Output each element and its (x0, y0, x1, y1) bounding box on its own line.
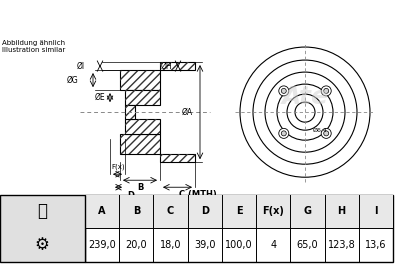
Text: D: D (128, 191, 134, 200)
Circle shape (279, 86, 289, 96)
Text: 239,0: 239,0 (88, 240, 116, 250)
Circle shape (324, 131, 329, 136)
Text: I: I (374, 206, 378, 217)
Circle shape (287, 94, 323, 130)
Circle shape (240, 47, 370, 177)
Bar (85, 195, 393, 262)
Bar (85, 195, 393, 228)
Circle shape (277, 84, 333, 140)
Text: 100,0: 100,0 (225, 240, 253, 250)
Text: 🔩: 🔩 (37, 202, 47, 221)
Text: C: C (167, 206, 174, 217)
Text: D: D (201, 206, 209, 217)
Text: ØE: ØE (94, 93, 105, 102)
Bar (125, 105, 135, 119)
Bar (125, 90, 160, 105)
Circle shape (281, 131, 286, 136)
Bar (160, 154, 195, 162)
Text: Ate: Ate (282, 85, 328, 109)
Bar (125, 105, 135, 119)
Text: 65,0: 65,0 (297, 240, 318, 250)
Circle shape (265, 72, 345, 152)
Bar (120, 70, 160, 90)
Bar (125, 119, 160, 134)
Bar (0, 195, 85, 262)
Text: ØI: ØI (77, 62, 85, 70)
Text: ØG: ØG (66, 76, 78, 85)
Text: F(x): F(x) (262, 206, 284, 217)
Circle shape (321, 86, 331, 96)
Text: Ø6,4: Ø6,4 (313, 128, 328, 133)
Circle shape (324, 88, 329, 93)
Text: 4: 4 (270, 240, 276, 250)
Bar (120, 134, 160, 154)
Text: ØH: ØH (160, 62, 172, 70)
Text: 24.0320-0123.1: 24.0320-0123.1 (89, 8, 247, 26)
Circle shape (281, 88, 286, 93)
Text: 18,0: 18,0 (160, 240, 181, 250)
Text: Abbildung ähnlich: Abbildung ähnlich (2, 40, 65, 46)
Text: B: B (137, 183, 143, 192)
Text: 13,6: 13,6 (365, 240, 387, 250)
Bar (120, 134, 160, 154)
Circle shape (279, 128, 289, 138)
Text: B: B (133, 206, 140, 217)
Bar (160, 154, 195, 162)
Text: A: A (98, 206, 106, 217)
Text: E: E (236, 206, 242, 217)
Text: C (MTH): C (MTH) (179, 190, 216, 199)
Bar (160, 62, 195, 70)
Text: G: G (304, 206, 312, 217)
Circle shape (253, 60, 357, 164)
Text: 123,8: 123,8 (328, 240, 356, 250)
Bar (125, 90, 160, 105)
Bar (125, 119, 160, 134)
Bar (160, 62, 195, 70)
Text: H: H (338, 206, 346, 217)
Text: 520123: 520123 (274, 8, 350, 26)
Circle shape (295, 102, 315, 122)
Text: 39,0: 39,0 (194, 240, 216, 250)
Bar (120, 70, 160, 90)
Text: Illustration similar: Illustration similar (2, 47, 65, 53)
Text: ØA: ØA (182, 108, 193, 117)
Text: F(x): F(x) (111, 164, 125, 170)
Circle shape (321, 128, 331, 138)
Text: 20,0: 20,0 (126, 240, 147, 250)
Text: ⚙: ⚙ (34, 236, 50, 254)
